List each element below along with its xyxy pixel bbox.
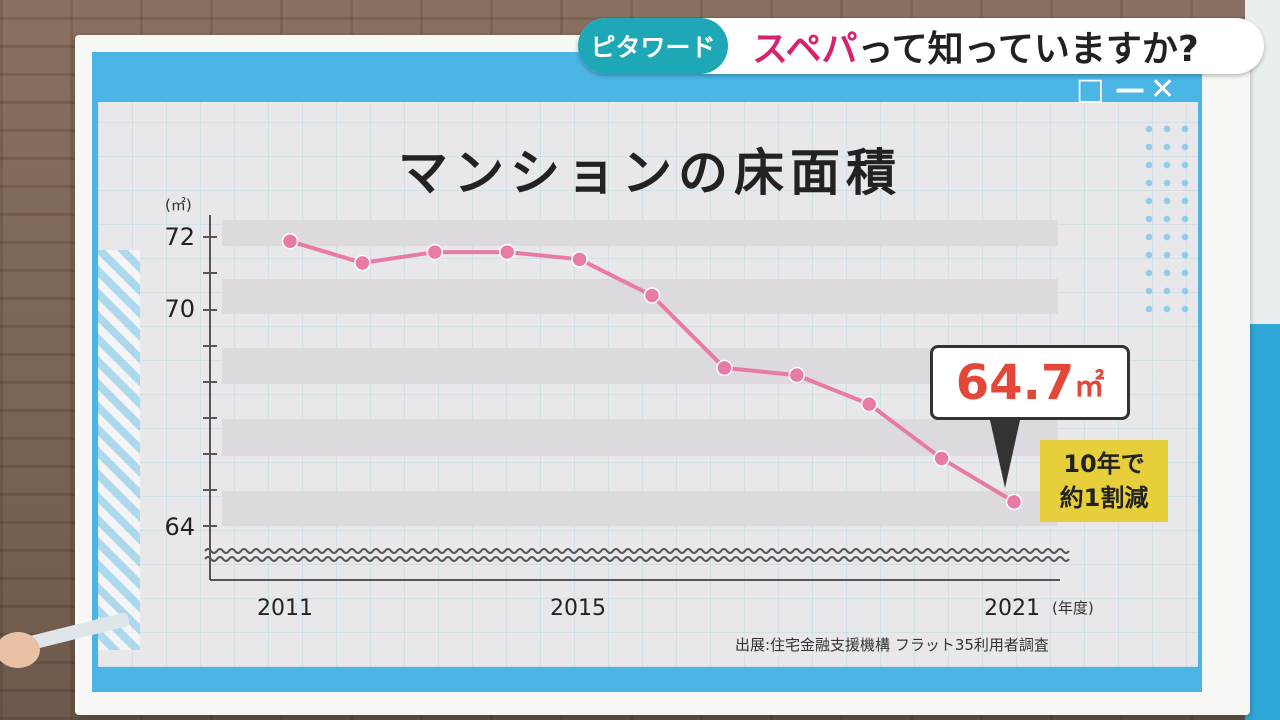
- data-point: [643, 287, 661, 304]
- y-axis-label: (㎡): [165, 196, 192, 214]
- header-title: スペパ って知っていますか?: [752, 20, 1199, 72]
- data-point: [933, 450, 950, 467]
- data-point: [860, 395, 878, 413]
- value-callout: 64.7 ㎡: [930, 345, 1130, 420]
- axis-break-wave: [204, 556, 1070, 562]
- y-tick-label: 72: [164, 223, 195, 251]
- data-points: [281, 232, 1023, 511]
- data-point: [571, 251, 588, 268]
- header-title-rest: って知っていますか?: [857, 29, 1199, 70]
- note-line-2: 約1割減: [1059, 484, 1149, 512]
- maximize-icon: □: [1076, 72, 1105, 107]
- grid-band: [222, 348, 1058, 384]
- data-point: [281, 232, 299, 250]
- note-line-1: 10年で: [1063, 450, 1145, 478]
- y-tick-label: 70: [164, 295, 195, 323]
- stripe-decoration: [98, 250, 140, 650]
- presenter-hand: [0, 612, 130, 668]
- callout-unit: ㎡: [1074, 368, 1105, 404]
- dots-decoration: [1140, 120, 1195, 320]
- minimize-icon: —: [1115, 72, 1145, 107]
- callout-pointer: [990, 420, 1020, 488]
- x-axis-label: (年度): [1052, 599, 1094, 617]
- data-point: [426, 243, 444, 261]
- x-tick-label: 2015: [550, 596, 606, 621]
- x-tick-label: 2011: [257, 596, 313, 621]
- grid-band: [222, 491, 1058, 526]
- y-tick-label: 64: [164, 513, 195, 541]
- data-point: [716, 359, 733, 377]
- y-minor-ticks: [203, 236, 217, 527]
- background-window: [1245, 0, 1280, 720]
- data-point: [788, 366, 806, 384]
- grid-bands: [222, 220, 1058, 526]
- grid-band: [222, 220, 1058, 246]
- x-tick-label: 2021: [984, 596, 1040, 621]
- axis-break-wave: [204, 548, 1070, 554]
- summary-note: 10年で 約1割減: [1040, 440, 1168, 522]
- data-point: [1005, 493, 1023, 511]
- header-tag: ピタワード: [578, 18, 728, 74]
- grid-band: [222, 279, 1058, 314]
- close-icon: ✕: [1150, 72, 1176, 107]
- chart-title: マンションの床面積: [398, 144, 902, 202]
- data-point: [498, 243, 516, 261]
- data-point: [354, 254, 371, 272]
- header-title-highlight: スペパ: [752, 29, 858, 70]
- source-caption: 出展:住宅金融支援機構 フラット35利用者調査: [735, 636, 1049, 654]
- callout-value: 64.7: [955, 354, 1075, 411]
- grid-band: [222, 419, 1058, 456]
